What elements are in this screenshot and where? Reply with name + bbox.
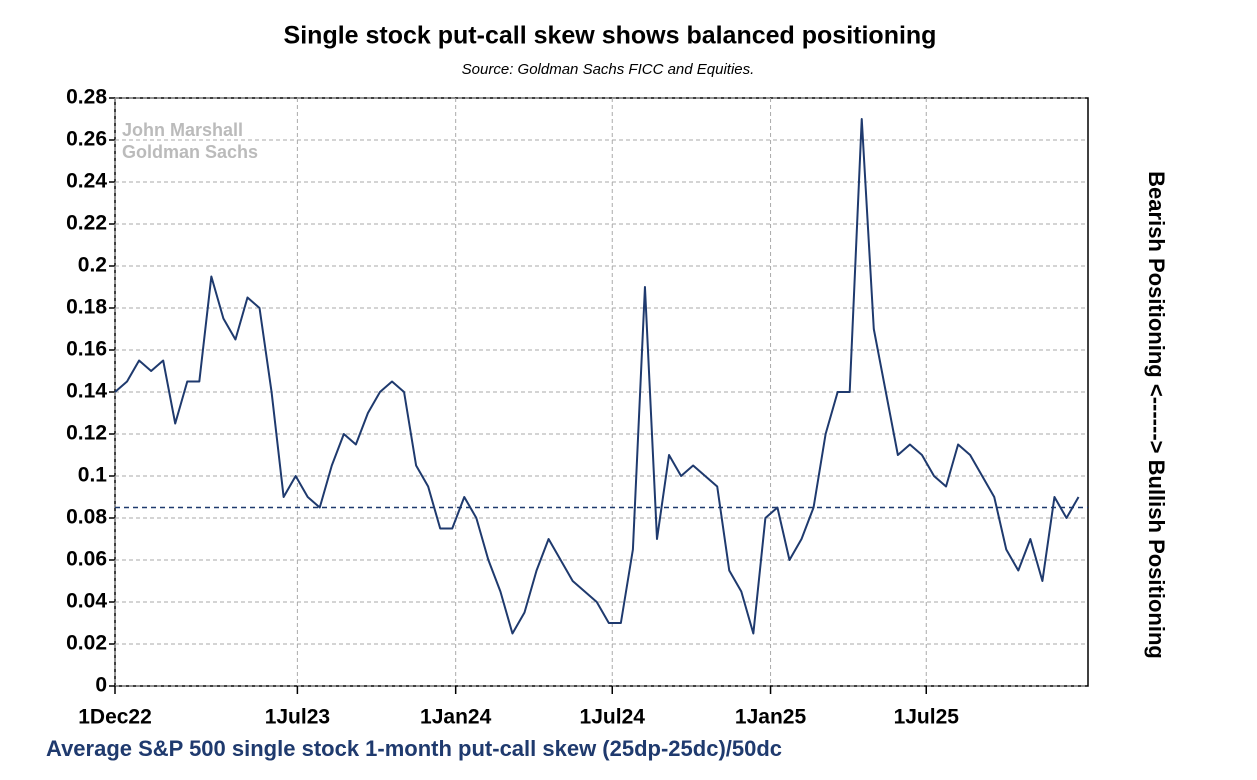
y-tick-label: 0.28 [66, 86, 107, 109]
chart-title: Single stock put-call skew shows balance… [284, 22, 937, 50]
x-tick-label: 1Dec22 [78, 706, 152, 729]
right-axis-label: Bearish Positioning <------> Bullish Pos… [1144, 171, 1169, 659]
y-tick-label: 0.22 [66, 212, 107, 235]
data-line [114, 118, 1080, 635]
y-tick-label: 0.1 [78, 464, 108, 487]
y-tick-label: 0.18 [66, 296, 107, 319]
x-tick-label: 1Jul23 [265, 706, 330, 729]
y-tick-label: 0.12 [66, 422, 107, 445]
y-tick-label: 0.02 [66, 632, 107, 655]
y-tick-label: 0.26 [66, 128, 107, 151]
y-tick-label: 0.06 [66, 548, 107, 571]
y-tick-label: 0.24 [66, 170, 107, 193]
y-tick-label: 0 [95, 674, 107, 697]
y-tick-label: 0.16 [66, 338, 107, 361]
y-tick-label: 0.04 [66, 590, 107, 613]
watermark: Goldman Sachs [122, 142, 258, 162]
chart-subtitle: Source: Goldman Sachs FICC and Equities. [462, 61, 755, 78]
x-tick-label: 1Jan24 [420, 706, 492, 729]
y-tick-label: 0.14 [66, 380, 107, 403]
x-tick-label: 1Jul24 [580, 706, 646, 729]
x-tick-label: 1Jan25 [735, 706, 807, 729]
y-tick-label: 0.08 [66, 506, 107, 529]
x-tick-label: 1Jul25 [894, 706, 960, 729]
watermark: John Marshall [122, 120, 243, 140]
y-tick-label: 0.2 [78, 254, 107, 277]
x-axis-label: Average S&P 500 single stock 1-month put… [46, 736, 782, 761]
